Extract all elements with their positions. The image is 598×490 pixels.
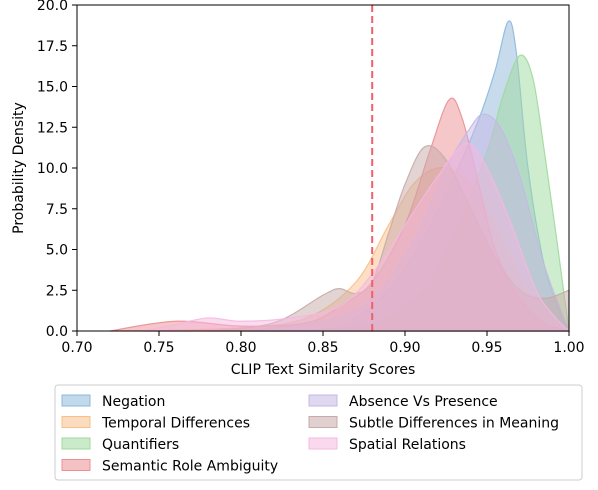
legend-swatch-spatial-relations bbox=[308, 437, 338, 450]
y-tick-label: 7.5 bbox=[46, 202, 68, 218]
y-tick-label: 15.0 bbox=[37, 80, 68, 96]
y-tick-label: 17.5 bbox=[37, 39, 68, 55]
x-tick-label: 0.70 bbox=[61, 340, 92, 356]
area-spatial-relations bbox=[142, 142, 571, 332]
y-tick-label: 12.5 bbox=[37, 120, 68, 136]
legend-label-temporal-differences: Temporal Differences bbox=[101, 416, 250, 432]
legend-label-quantifiers: Quantifiers bbox=[102, 437, 179, 453]
y-tick-label: 10.0 bbox=[37, 161, 68, 177]
legend-swatch-semantic-role-ambiguity bbox=[61, 459, 91, 471]
legend-swatch-absence-vs-presence bbox=[308, 394, 338, 407]
density-areas bbox=[109, 20, 572, 332]
legend-box bbox=[54, 384, 583, 481]
x-tick-label: 0.80 bbox=[225, 340, 256, 356]
y-axis-ticks: 0.0 2.5 5.0 7.5 10.0 12.5 15.0 17.5 20.0 bbox=[37, 0, 77, 340]
y-tick-label: 20.0 bbox=[37, 0, 68, 14]
x-tick-label: 0.90 bbox=[389, 340, 420, 356]
y-tick-label: 5.0 bbox=[46, 243, 68, 259]
y-tick-label: 0.0 bbox=[46, 324, 68, 340]
x-axis-label: CLIP Text Similarity Scores bbox=[231, 362, 416, 378]
x-axis-ticks: 0.70 0.75 0.80 0.85 0.90 0.95 1.00 bbox=[61, 331, 585, 356]
legend-label-absence-vs-presence: Absence Vs Presence bbox=[349, 394, 498, 410]
x-tick-label: 1.00 bbox=[553, 340, 584, 356]
y-tick-label: 2.5 bbox=[46, 283, 68, 299]
x-tick-label: 0.95 bbox=[471, 340, 502, 356]
x-tick-label: 0.85 bbox=[307, 340, 338, 356]
legend-label-semantic-role-ambiguity: Semantic Role Ambiguity bbox=[102, 459, 278, 475]
legend-swatch-subtle-differences-in-meaning bbox=[308, 416, 338, 428]
legend-label-negation: Negation bbox=[102, 394, 165, 410]
legend-swatch-temporal-differences bbox=[61, 416, 91, 428]
legend-swatch-quantifiers bbox=[61, 437, 91, 450]
legend-label-spatial-relations: Spatial Relations bbox=[349, 437, 466, 453]
legend: Negation Temporal Differences Quantifiers S… bbox=[54, 384, 583, 481]
y-axis-label: Probability Density bbox=[11, 102, 27, 234]
legend-label-subtle-differences-in-meaning: Subtle Differences in Meaning bbox=[349, 416, 559, 432]
legend-swatch-negation bbox=[61, 394, 91, 407]
x-tick-label: 0.75 bbox=[143, 340, 174, 356]
